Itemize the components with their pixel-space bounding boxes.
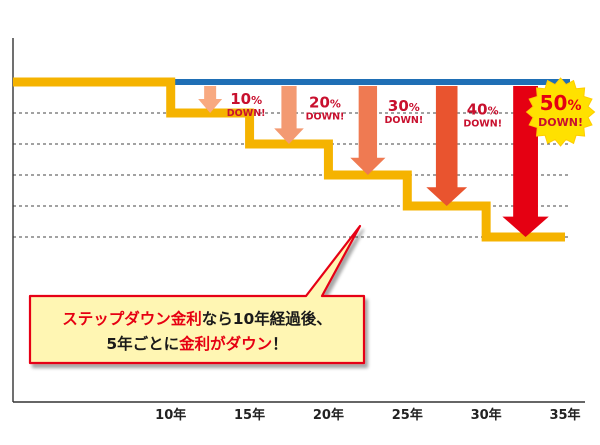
reduction-labels: 10%DOWN!20%DOWN!30%DOWN!40%DOWN!50%DOWN! — [227, 77, 596, 147]
x-tick-label: 10年 — [155, 407, 186, 423]
reduction-down-label: DOWN! — [384, 115, 423, 126]
reduction-arrow — [350, 86, 386, 175]
x-tick-labels: 10年 15年 20年 25年 30年 35年 — [155, 407, 580, 423]
reduction-label: 40% — [467, 101, 499, 119]
reduction-arrow — [426, 86, 468, 206]
series-lines — [13, 77, 570, 242]
badge-starburst — [525, 77, 596, 147]
callout-line2-b: ！ — [272, 335, 288, 353]
callout-line-1: ステップダウン金利なら10年経過後、 — [62, 309, 332, 328]
reduction-arrow — [274, 86, 304, 144]
callout-line1-rest: なら10年経過後、 — [202, 309, 332, 328]
callout-line-2: 5年ごとに金利がダウン！ — [106, 334, 287, 353]
callout-box — [28, 224, 366, 365]
x-tick-label: 30年 — [471, 407, 502, 423]
reduction-down-label: DOWN! — [463, 119, 502, 130]
axes — [12, 38, 585, 403]
callout-line2-a: 5年ごとに — [106, 334, 179, 353]
reduction-down-label: DOWN! — [227, 108, 266, 119]
reduction-arrow — [198, 86, 223, 113]
callout: ステップダウン金利なら10年経過後、 5年ごとに金利がダウン！ — [28, 224, 366, 365]
reduction-arrows — [198, 86, 549, 237]
x-tick-label: 15年 — [234, 407, 265, 423]
series-line-step — [13, 77, 565, 242]
reduction-down-label: DOWN! — [538, 116, 583, 129]
reduction-label: 10% — [230, 90, 262, 108]
x-tick-label: 25年 — [392, 407, 423, 423]
reduction-label: 20% — [309, 94, 341, 112]
callout-line2-red: 金利がダウン — [178, 334, 272, 353]
reduction-down-label: DOWN! — [306, 112, 345, 123]
callout-line1-red: ステップダウン金利 — [62, 309, 202, 328]
x-tick-label: 20年 — [313, 407, 344, 423]
x-tick-label: 35年 — [549, 407, 580, 423]
reduction-label: 50% — [540, 91, 582, 115]
reduction-label: 30% — [388, 97, 420, 115]
